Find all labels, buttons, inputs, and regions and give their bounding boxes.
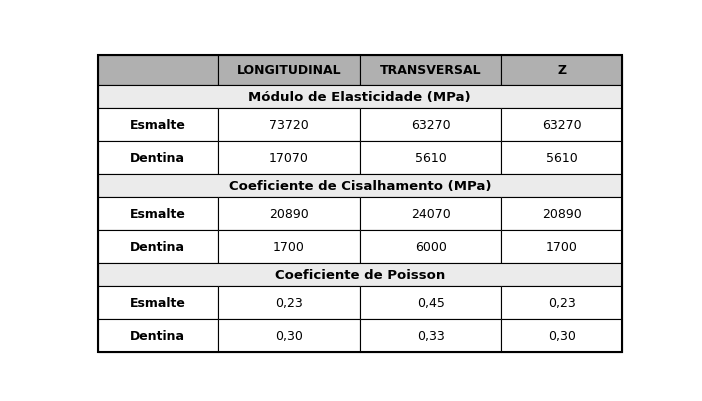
Bar: [218, 197, 360, 231]
Text: Esmalte: Esmalte: [130, 207, 186, 221]
Bar: [360, 109, 501, 142]
Bar: [218, 197, 360, 231]
Bar: [218, 109, 360, 142]
Bar: [98, 263, 622, 286]
Bar: [218, 319, 360, 352]
Bar: [98, 286, 218, 319]
Text: 6000: 6000: [415, 240, 446, 253]
Text: Dentina: Dentina: [131, 152, 185, 164]
Text: 63270: 63270: [542, 119, 581, 132]
Bar: [98, 85, 622, 109]
Text: 0,30: 0,30: [548, 329, 576, 342]
Text: 0,45: 0,45: [417, 296, 444, 309]
Bar: [360, 56, 501, 85]
Bar: [98, 319, 218, 352]
Bar: [98, 286, 218, 319]
Bar: [501, 231, 622, 263]
Bar: [501, 197, 622, 231]
Bar: [98, 263, 622, 286]
Bar: [218, 286, 360, 319]
Bar: [360, 142, 501, 174]
Bar: [501, 286, 622, 319]
Bar: [501, 56, 622, 85]
Text: Coeficiente de Cisalhamento (MPa): Coeficiente de Cisalhamento (MPa): [229, 180, 491, 192]
Bar: [218, 231, 360, 263]
Bar: [501, 142, 622, 174]
Text: LONGITUDINAL: LONGITUDINAL: [237, 64, 341, 77]
Text: 1700: 1700: [273, 240, 305, 253]
Bar: [501, 319, 622, 352]
Bar: [501, 197, 622, 231]
Bar: [501, 231, 622, 263]
Bar: [360, 197, 501, 231]
Text: Coeficiente de Poisson: Coeficiente de Poisson: [274, 268, 445, 282]
Bar: [98, 85, 622, 109]
Text: Esmalte: Esmalte: [130, 296, 186, 309]
Text: 24070: 24070: [411, 207, 451, 221]
Bar: [501, 109, 622, 142]
Text: 0,30: 0,30: [275, 329, 303, 342]
Bar: [218, 109, 360, 142]
Text: 0,23: 0,23: [548, 296, 576, 309]
Bar: [218, 56, 360, 85]
Bar: [98, 56, 218, 85]
Text: 0,23: 0,23: [275, 296, 303, 309]
Text: Esmalte: Esmalte: [130, 119, 186, 132]
Bar: [98, 142, 218, 174]
Text: 20890: 20890: [269, 207, 309, 221]
Bar: [360, 319, 501, 352]
Bar: [360, 286, 501, 319]
Text: 17070: 17070: [269, 152, 309, 164]
Bar: [98, 56, 218, 85]
Bar: [218, 142, 360, 174]
Bar: [98, 319, 218, 352]
Bar: [98, 231, 218, 263]
Bar: [98, 142, 218, 174]
Text: 5610: 5610: [415, 152, 446, 164]
Text: Dentina: Dentina: [131, 240, 185, 253]
Bar: [98, 174, 622, 197]
Bar: [360, 109, 501, 142]
Bar: [360, 231, 501, 263]
Text: 20890: 20890: [542, 207, 581, 221]
Text: 1700: 1700: [545, 240, 578, 253]
Text: 63270: 63270: [411, 119, 451, 132]
Text: 5610: 5610: [546, 152, 578, 164]
Bar: [360, 142, 501, 174]
Bar: [360, 231, 501, 263]
Text: Z: Z: [557, 64, 567, 77]
Bar: [98, 197, 218, 231]
Text: 0,33: 0,33: [417, 329, 444, 342]
Bar: [360, 319, 501, 352]
Text: Módulo de Elasticidade (MPa): Módulo de Elasticidade (MPa): [249, 91, 471, 103]
Bar: [98, 109, 218, 142]
Bar: [218, 319, 360, 352]
Bar: [98, 197, 218, 231]
Text: Dentina: Dentina: [131, 329, 185, 342]
Bar: [501, 56, 622, 85]
Bar: [218, 286, 360, 319]
Bar: [218, 142, 360, 174]
Bar: [501, 109, 622, 142]
Text: TRANSVERSAL: TRANSVERSAL: [380, 64, 482, 77]
Bar: [218, 231, 360, 263]
Bar: [501, 142, 622, 174]
Bar: [98, 109, 218, 142]
Bar: [360, 197, 501, 231]
Bar: [501, 286, 622, 319]
Bar: [98, 174, 622, 197]
Bar: [501, 319, 622, 352]
Text: 73720: 73720: [269, 119, 309, 132]
Bar: [360, 56, 501, 85]
Bar: [360, 286, 501, 319]
Bar: [218, 56, 360, 85]
Bar: [98, 231, 218, 263]
